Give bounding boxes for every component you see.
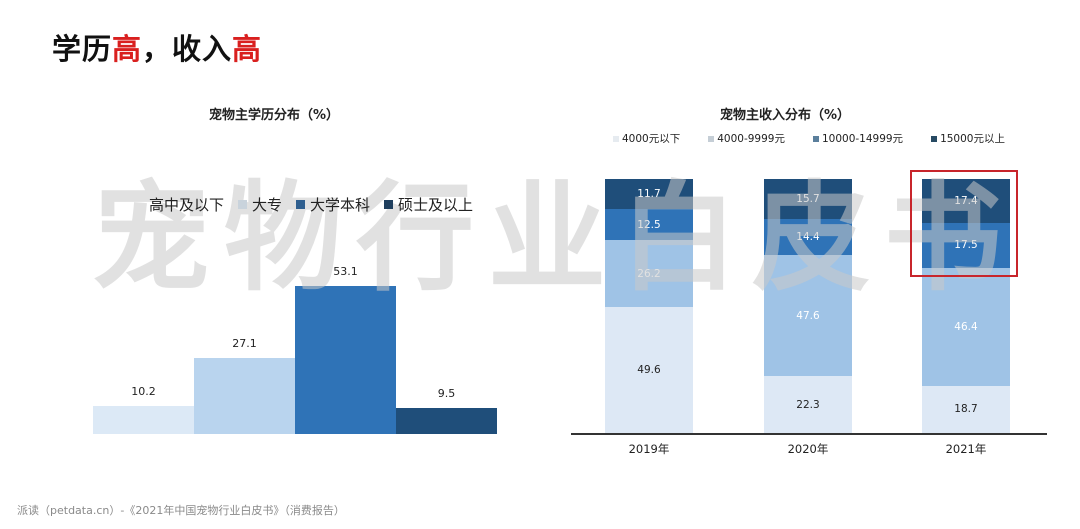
stacked-bar: 18.7 46.4 17.5 17.4 xyxy=(922,179,1010,433)
legend-item: 4000元以下 xyxy=(613,131,680,146)
bar-segment: 26.2 xyxy=(605,240,693,308)
headline-part3: ，收入 xyxy=(142,32,233,66)
bar-segment: 47.6 xyxy=(764,255,852,377)
bar-segment: 15.7 xyxy=(764,179,852,219)
bar-segment: 49.6 xyxy=(605,307,693,433)
bar-segment: 14.4 xyxy=(764,218,852,256)
education-bar xyxy=(194,358,295,434)
bar-segment: 12.5 xyxy=(605,208,693,241)
x-axis-tick-label: 2021年 xyxy=(945,442,987,456)
education-chart-title: 宠物主学历分布（%） xyxy=(209,108,340,123)
legend-label: 硕士及以上 xyxy=(398,196,474,214)
headline-highlight-2: 高 xyxy=(232,32,263,66)
legend-swatch-icon xyxy=(708,135,715,142)
bar-segment: 17.5 xyxy=(922,223,1010,268)
legend-label: 4000元以下 xyxy=(622,133,681,145)
legend-item: 10000-14999元 xyxy=(812,131,904,146)
legend-swatch-icon xyxy=(812,135,819,142)
income-legend: 4000元以下 4000-9999元 10000-14999元 15000元以上 xyxy=(613,131,1033,146)
legend-swatch-icon xyxy=(238,200,248,209)
bar-value-label: 9.5 xyxy=(437,386,456,400)
legend-label: 高中及以下 xyxy=(149,196,225,214)
bar-segment: 17.4 xyxy=(922,179,1010,224)
education-bar xyxy=(93,405,194,434)
legend-item: 大学本科 xyxy=(296,194,370,215)
highlight-box xyxy=(910,170,1018,277)
bar-segment: 11.7 xyxy=(605,179,693,209)
bar-value-label: 10.2 xyxy=(131,384,156,398)
watermark: 宠物行业白皮书 xyxy=(92,169,1017,307)
source-footer: 派读（petdata.cn）-《2021年中国宠物行业白皮书》（消费报告） xyxy=(17,504,345,517)
education-bar xyxy=(295,286,396,434)
income-x-axis xyxy=(571,433,1047,435)
legend-label: 大专 xyxy=(252,196,283,214)
page-headline: 学历高，收入高 xyxy=(52,26,262,68)
legend-swatch-icon xyxy=(384,200,394,209)
legend-label: 4000-9999元 xyxy=(717,133,785,145)
stacked-bar: 49.6 26.2 12.5 11.7 xyxy=(605,179,693,433)
legend-swatch-icon xyxy=(931,135,938,142)
legend-swatch-icon xyxy=(613,135,619,142)
education-bar xyxy=(396,407,497,434)
headline-highlight-1: 高 xyxy=(112,32,143,66)
x-axis-tick-label: 2020年 xyxy=(787,442,829,456)
bar-segment: 46.4 xyxy=(922,267,1010,386)
legend-item: 高中及以下 xyxy=(135,194,224,215)
legend-label: 10000-14999元 xyxy=(821,133,904,145)
bar-value-label: 27.1 xyxy=(232,337,257,351)
stacked-bar: 22.3 47.6 14.4 15.7 xyxy=(764,179,852,433)
legend-item: 4000-9999元 xyxy=(708,131,785,146)
education-legend: 高中及以下 大专 大学本科 硕士及以上 xyxy=(135,194,473,215)
legend-item: 大专 xyxy=(238,194,282,215)
bar-segment: 18.7 xyxy=(922,385,1010,433)
legend-item: 硕士及以上 xyxy=(384,194,473,215)
legend-item: 15000元以上 xyxy=(931,131,1005,146)
income-chart-title: 宠物主收入分布（%） xyxy=(720,108,851,123)
legend-label: 大学本科 xyxy=(310,196,371,214)
headline-part1: 学历 xyxy=(52,32,113,66)
bar-value-label: 53.1 xyxy=(333,265,358,278)
legend-swatch-icon xyxy=(296,200,306,209)
legend-label: 15000元以上 xyxy=(940,133,1005,145)
legend-swatch-icon xyxy=(135,200,144,209)
bar-segment: 22.3 xyxy=(764,376,852,433)
x-axis-tick-label: 2019年 xyxy=(628,442,670,456)
